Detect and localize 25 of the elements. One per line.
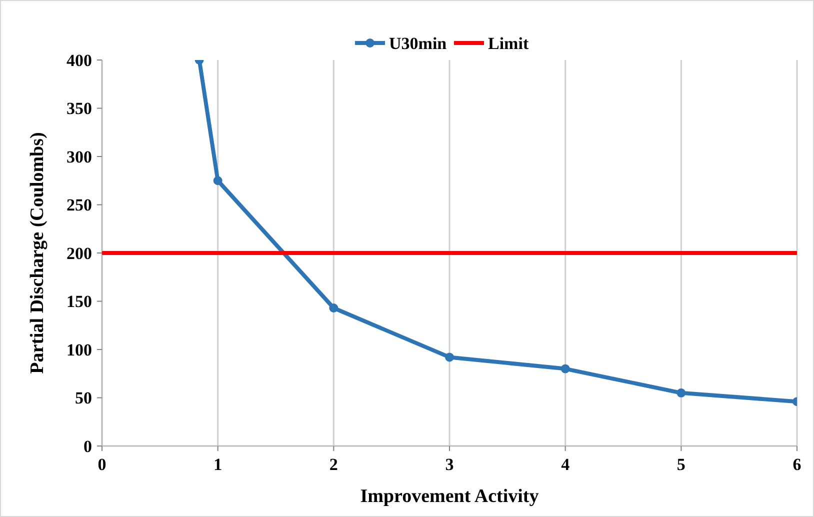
x-tick-label: 3: [445, 455, 454, 474]
point: [213, 176, 222, 186]
y-tick-label: 100: [66, 340, 92, 360]
y-tick-label: 150: [66, 292, 92, 312]
x-tick-label: 5: [676, 455, 686, 474]
y-tick-label: 0: [84, 436, 92, 456]
x-tick-label: 0: [98, 455, 106, 474]
point: [329, 304, 338, 313]
x-tick-label: 2: [329, 455, 338, 474]
y-axis-title: Partial Discharge (Coulombs): [27, 132, 48, 374]
point: [445, 352, 454, 362]
point: [560, 364, 570, 374]
x-tick-label: 6: [792, 455, 802, 474]
y-tick-label: 250: [66, 196, 92, 215]
x-tick-label: 4: [561, 455, 570, 474]
legend-label: Limit: [488, 34, 529, 53]
legend-label: U30min: [389, 34, 448, 53]
y-tick-label: 400: [66, 50, 92, 70]
y-tick-label: 50: [75, 388, 92, 408]
y-tick-label: 200: [66, 244, 92, 263]
x-axis-title: Improvement Activity: [360, 486, 540, 507]
x-tick-label: 1: [214, 455, 222, 474]
point: [676, 388, 686, 398]
y-tick-label: 300: [66, 147, 92, 166]
y-tick-label: 350: [66, 99, 92, 118]
